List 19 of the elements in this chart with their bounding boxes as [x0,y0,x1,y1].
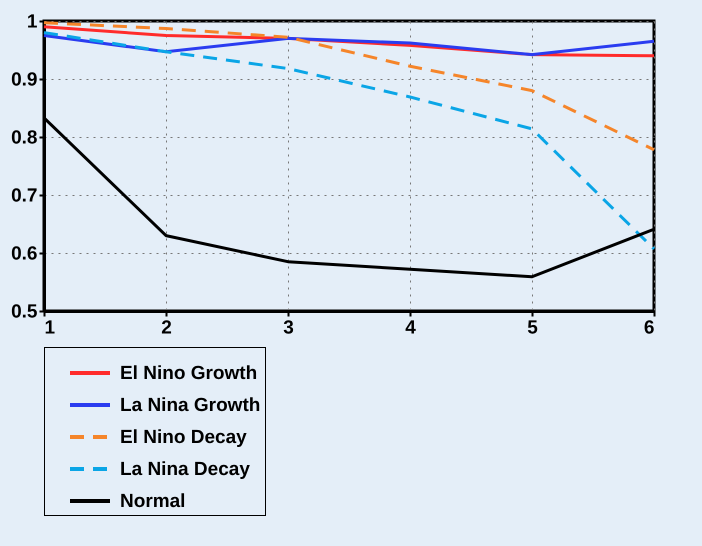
legend-label: La Nina Decay [120,459,250,480]
x-tick-label: 2 [161,318,172,338]
line-series [42,31,656,250]
legend-label: Normal [120,491,186,512]
y-tick-label: 0.6 [11,244,38,264]
y-tick-label: 0.7 [11,186,38,206]
y-tick-label: 1 [26,12,38,32]
legend-label: El Nino Growth [120,363,258,384]
legend-label: El Nino Decay [120,427,248,448]
x-tick-label: 4 [405,318,416,338]
y-tick-label: 0.5 [11,302,38,322]
x-tick-label: 5 [527,318,538,338]
x-tick-label: 1 [44,318,56,338]
x-tick-label: 3 [283,318,294,338]
y-tick-label: 0.9 [11,70,38,90]
line-series [42,34,656,56]
x-tick-label: 6 [644,318,654,338]
y-tick-label: 0.8 [11,128,38,148]
legend-label: La Nina Growth [120,395,260,416]
